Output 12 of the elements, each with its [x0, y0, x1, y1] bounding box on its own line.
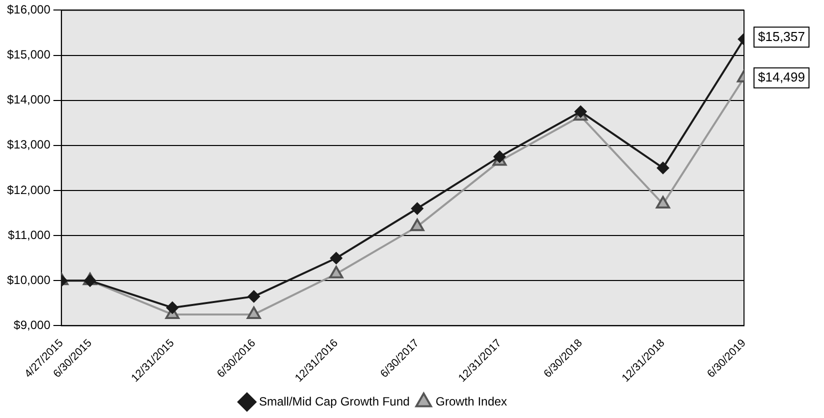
data-label: $14,499 [758, 69, 805, 84]
y-tick-label: $10,000 [6, 272, 51, 287]
y-tick-label: $14,000 [6, 92, 51, 107]
y-tick-label: $13,000 [6, 138, 51, 152]
y-tick-label: $16,000 [6, 2, 51, 17]
y-tick-label: $11,000 [8, 228, 51, 242]
y-tick-label: $12,000 [6, 182, 51, 197]
data-label: $15,357 [758, 28, 805, 44]
legend-label: Growth Index [436, 394, 508, 408]
y-tick-label: $9,000 [14, 318, 51, 332]
legend-label: Small/Mid Cap Growth Fund [258, 394, 410, 408]
y-tick-label: $15,000 [6, 48, 51, 62]
